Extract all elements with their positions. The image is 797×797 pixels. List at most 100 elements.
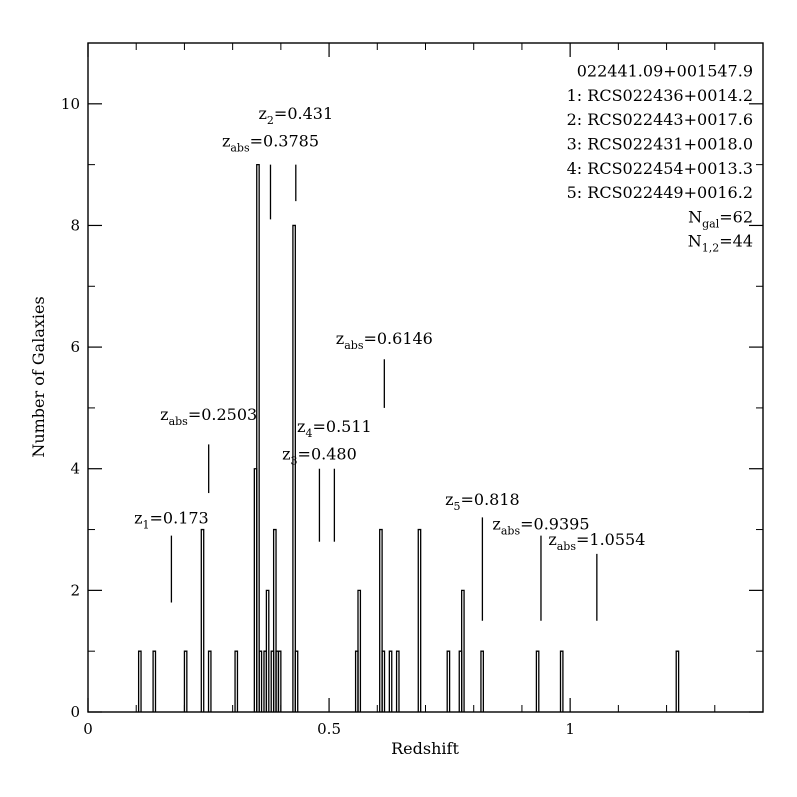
histogram-bar: [381, 650, 386, 712]
info-line-part: N: [688, 232, 702, 251]
histogram-bar: [480, 650, 485, 712]
redshift-marker-label-part: z: [492, 515, 500, 534]
info-line-part: 4: RCS022454+0013.3: [567, 159, 753, 178]
y-tick-label: 10: [61, 95, 80, 113]
info-line-part: 1,2: [702, 242, 720, 255]
histogram-bar: [357, 589, 362, 712]
histogram-bar: [277, 650, 282, 712]
histogram-bar: [379, 528, 383, 712]
info-line: 2: RCS022443+0017.6: [567, 110, 753, 129]
redshift-marker-label-part: z: [548, 530, 556, 549]
redshift-marker-label: zabs=1.0554: [548, 530, 645, 553]
redshift-marker-label-part: =0.3785: [250, 131, 319, 150]
redshift-marker-label-part: z: [445, 490, 453, 509]
redshift-marker-label-part: =0.818: [461, 490, 520, 509]
redshift-marker-label-part: abs: [344, 339, 364, 352]
redshift-marker-label-part: z: [297, 417, 305, 436]
histogram-bar: [258, 650, 263, 712]
histogram-bar: [272, 528, 277, 712]
redshift-marker-label-part: abs: [169, 415, 189, 428]
redshift-marker-label-part: abs: [557, 540, 577, 553]
histogram-bar: [183, 650, 188, 712]
histogram-bar: [535, 650, 540, 712]
info-line-part: N: [688, 207, 702, 226]
histogram-bar: [395, 650, 400, 712]
redshift-marker-label-part: =0.480: [298, 445, 357, 464]
redshift-marker-label-part: =0.6146: [363, 329, 432, 348]
histogram-bar: [388, 650, 393, 712]
histogram-bar: [152, 650, 157, 712]
info-line-part: =44: [719, 232, 753, 251]
redshift-marker-label: z3=0.480: [282, 445, 357, 468]
x-tick-label: 0: [83, 720, 93, 738]
redshift-marker-label-part: 1: [143, 518, 150, 531]
redshift-marker-label-part: 3: [291, 455, 298, 468]
info-line-part: 3: RCS022431+0018.0: [567, 134, 753, 153]
redshift-marker-label: zabs=0.2503: [160, 405, 257, 428]
redshift-marker-label-part: 4: [305, 427, 312, 440]
redshift-marker-label-part: 5: [454, 500, 461, 513]
redshift-marker-label: zabs=0.9395: [492, 515, 589, 538]
redshift-marker-label-part: z: [282, 445, 290, 464]
redshift-marker-label-part: abs: [501, 525, 521, 538]
y-tick-label: 2: [70, 581, 80, 599]
redshift-marker-label: z4=0.511: [297, 417, 372, 440]
x-axis-label: Redshift: [391, 739, 459, 758]
redshift-marker-label: z2=0.431: [258, 104, 333, 127]
info-line: 4: RCS022454+0013.3: [567, 159, 753, 178]
redshift-marker-label-part: =0.431: [274, 104, 333, 123]
redshift-marker-label-part: z: [336, 329, 344, 348]
redshift-marker-label: z1=0.173: [134, 508, 209, 531]
redshift-marker-label-part: z: [160, 405, 168, 424]
info-line-part: 1: RCS022436+0014.2: [567, 86, 753, 105]
redshift-marker-label-part: abs: [230, 141, 250, 154]
y-tick-label: 6: [70, 338, 80, 356]
info-line: Ngal=62: [688, 207, 753, 230]
histogram-bar: [256, 163, 260, 712]
info-block: 022441.09+001547.9 1: RCS022436+0014.2 2: …: [567, 61, 753, 254]
histogram-bar: [207, 650, 212, 712]
histogram-bar: [294, 650, 299, 712]
redshift-marker-label: zabs=0.3785: [222, 131, 319, 154]
redshift-marker-label-part: =0.2503: [188, 405, 257, 424]
y-tick-label: 0: [70, 703, 80, 721]
redshift-marker-label-part: z: [134, 508, 142, 527]
histogram-bar: [137, 650, 142, 712]
histogram-bars: [137, 163, 680, 712]
redshift-marker-label-part: =0.173: [150, 508, 209, 527]
redshift-marker-label-part: =0.511: [312, 417, 371, 436]
histogram-bar: [292, 224, 296, 712]
redshift-marker-label: z5=0.818: [445, 490, 520, 513]
histogram-bar: [265, 589, 270, 712]
info-line: N1,2=44: [688, 232, 753, 255]
histogram-bar: [675, 650, 680, 712]
redshift-marker-label-part: =1.0554: [576, 530, 645, 549]
info-line: 022441.09+001547.9: [577, 61, 753, 80]
y-tick-label: 4: [70, 460, 80, 478]
info-line: 3: RCS022431+0018.0: [567, 134, 753, 153]
info-line: 5: RCS022449+0016.2: [567, 183, 753, 202]
histogram-bar: [446, 650, 451, 712]
redshift-marker-label-part: 2: [267, 114, 274, 127]
histogram-bar: [200, 528, 205, 712]
redshift-marker-label: zabs=0.6146: [336, 329, 433, 352]
histogram-bar: [417, 528, 422, 712]
info-line-part: 2: RCS022443+0017.6: [567, 110, 753, 129]
redshift-marker-label-part: z: [222, 131, 230, 150]
x-tick-label: 0.5: [317, 720, 341, 738]
y-tick-label: 8: [70, 216, 80, 234]
x-tick-label: 1: [565, 720, 575, 738]
info-line-part: 022441.09+001547.9: [577, 61, 753, 80]
y-axis-label: Number of Galaxies: [29, 296, 48, 457]
redshift-marker-label-part: =0.9395: [520, 515, 589, 534]
info-line-part: gal: [702, 217, 720, 230]
info-line-part: 5: RCS022449+0016.2: [567, 183, 753, 202]
info-line-part: =62: [719, 207, 753, 226]
histogram-bar: [461, 589, 465, 712]
histogram-bar: [559, 650, 564, 712]
redshift-markers: z1=0.173zabs=0.2503zabs=0.3785z2=0.431z3…: [134, 104, 645, 621]
histogram-bar: [234, 650, 239, 712]
redshift-marker-label-part: z: [258, 104, 266, 123]
info-line: 1: RCS022436+0014.2: [567, 86, 753, 105]
